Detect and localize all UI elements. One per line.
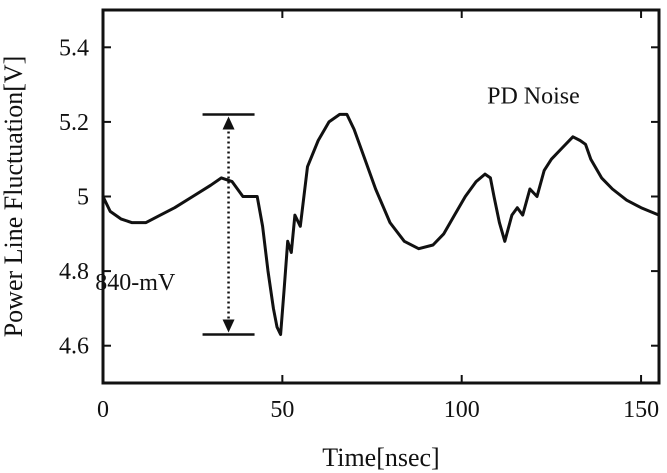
- range-arrow-up: [222, 116, 235, 130]
- range-arrow-down: [222, 319, 235, 333]
- plot-frame: [101, 8, 661, 385]
- x-axis-label: Time[nsec]: [322, 443, 439, 472]
- y-tick-label: 5.4: [59, 35, 89, 61]
- y-tick-label: 5: [77, 185, 89, 211]
- y-tick-label: 4.8: [59, 259, 89, 285]
- annotation-1: PD Noise: [487, 83, 580, 109]
- y-axis-label: Power Line Fluctuation[V]: [0, 56, 28, 338]
- x-tick-label: 0: [97, 397, 109, 423]
- x-tick-label: 50: [270, 397, 294, 423]
- annotation-2: 840-mV: [95, 270, 176, 296]
- y-tick-label: 4.6: [59, 334, 89, 360]
- x-tick-label: 100: [444, 397, 480, 423]
- y-tick-label: 5.2: [59, 110, 89, 136]
- x-tick-label: 150: [623, 397, 659, 423]
- series-line-1: [101, 112, 661, 336]
